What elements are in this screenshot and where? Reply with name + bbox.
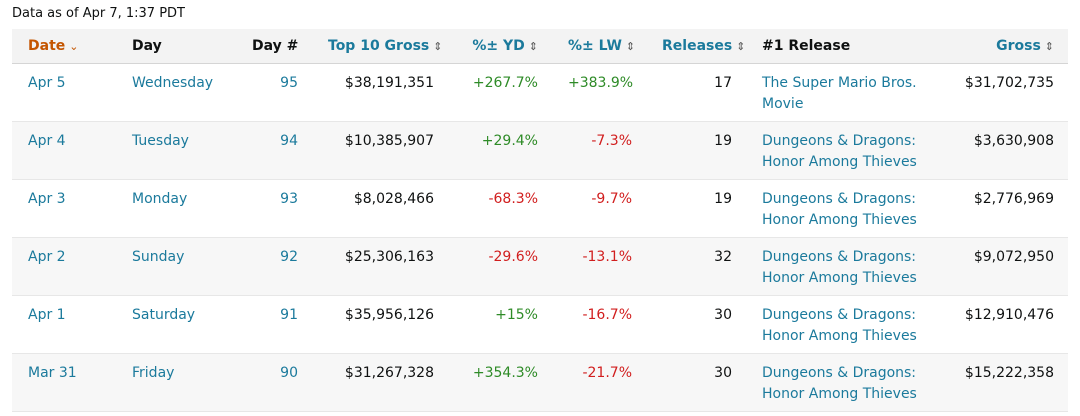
lw-change-cell: -16.7% (552, 295, 646, 354)
sort-arrows-icon: ⇕ (528, 39, 538, 53)
top10-gross-cell: $25,306,163 (312, 237, 448, 296)
day-number-link[interactable]: 90 (236, 353, 312, 412)
yd-change-cell: +354.3% (448, 353, 552, 412)
daily-box-office-table: Date ⌄ Day Day # Top 10 Gross ⇕ %± YD ⇕ %± … (12, 29, 1068, 412)
column-header-day: Day (116, 29, 236, 64)
column-header-top10-gross[interactable]: Top 10 Gross ⇕ (312, 29, 448, 64)
sort-arrows-icon: ⇕ (736, 39, 746, 53)
column-header-label: %± LW (568, 37, 622, 54)
day-number-link[interactable]: 95 (236, 63, 312, 122)
yd-change-cell: +29.4% (448, 121, 552, 180)
day-number-link[interactable]: 94 (236, 121, 312, 180)
gross-cell: $12,910,476 (946, 295, 1068, 354)
day-link[interactable]: Saturday (116, 295, 236, 354)
releases-cell: 19 (646, 179, 746, 238)
lw-change-cell: +383.9% (552, 63, 646, 122)
number-one-release-link[interactable]: The Super Mario Bros. Movie (746, 63, 946, 122)
number-one-release-link[interactable]: Dungeons & Dragons: Honor Among Thieves (746, 121, 946, 180)
gross-cell: $15,222,358 (946, 353, 1068, 412)
number-one-release-link[interactable]: Dungeons & Dragons: Honor Among Thieves (746, 237, 946, 296)
date-link[interactable]: Mar 31 (12, 353, 116, 412)
gross-cell: $9,072,950 (946, 237, 1068, 296)
date-link[interactable]: Apr 4 (12, 121, 116, 180)
yd-change-cell: -29.6% (448, 237, 552, 296)
column-header-label: %± YD (472, 37, 525, 54)
column-header-label: #1 Release (762, 37, 851, 54)
table-row: Apr 1 Saturday 91 $35,956,126 +15% -16.7… (12, 295, 1068, 354)
column-header-number-one-release: #1 Release (746, 29, 946, 64)
day-link[interactable]: Monday (116, 179, 236, 238)
column-header-day-number: Day # (236, 29, 312, 64)
column-header-gross[interactable]: Gross ⇕ (946, 29, 1068, 64)
day-link[interactable]: Friday (116, 353, 236, 412)
top10-gross-cell: $35,956,126 (312, 295, 448, 354)
sort-arrows-icon: ⇕ (433, 39, 443, 53)
releases-cell: 19 (646, 121, 746, 180)
day-link[interactable]: Wednesday (116, 63, 236, 122)
day-link[interactable]: Tuesday (116, 121, 236, 180)
column-header-label: Top 10 Gross (328, 37, 430, 54)
gross-cell: $2,776,969 (946, 179, 1068, 238)
sort-arrows-icon: ⇕ (1044, 39, 1054, 53)
lw-change-cell: -7.3% (552, 121, 646, 180)
column-header-label: Releases (662, 37, 733, 54)
data-timestamp: Data as of Apr 7, 1:37 PDT (12, 6, 185, 21)
top10-gross-cell: $31,267,328 (312, 353, 448, 412)
lw-change-cell: -21.7% (552, 353, 646, 412)
date-link[interactable]: Apr 2 (12, 237, 116, 296)
column-header-releases[interactable]: Releases ⇕ (646, 29, 746, 64)
releases-cell: 17 (646, 63, 746, 122)
table-row: Apr 3 Monday 93 $8,028,466 -68.3% -9.7% … (12, 179, 1068, 238)
table-row: Apr 4 Tuesday 94 $10,385,907 +29.4% -7.3… (12, 121, 1068, 180)
column-header-label: Day (132, 37, 162, 54)
yd-change-cell: +15% (448, 295, 552, 354)
lw-change-cell: -13.1% (552, 237, 646, 296)
releases-cell: 30 (646, 295, 746, 354)
date-link[interactable]: Apr 1 (12, 295, 116, 354)
column-header-lw-change[interactable]: %± LW ⇕ (552, 29, 646, 64)
top10-gross-cell: $10,385,907 (312, 121, 448, 180)
number-one-release-link[interactable]: Dungeons & Dragons: Honor Among Thieves (746, 179, 946, 238)
sort-arrows-icon: ⇕ (625, 39, 636, 53)
column-header-yd-change[interactable]: %± YD ⇕ (448, 29, 552, 64)
yd-change-cell: -68.3% (448, 179, 552, 238)
day-link[interactable]: Sunday (116, 237, 236, 296)
day-number-link[interactable]: 91 (236, 295, 312, 354)
top10-gross-cell: $8,028,466 (312, 179, 448, 238)
column-header-date[interactable]: Date ⌄ (12, 29, 116, 64)
column-header-label: Gross (996, 37, 1041, 54)
gross-cell: $31,702,735 (946, 63, 1068, 122)
table-row: Apr 2 Sunday 92 $25,306,163 -29.6% -13.1… (12, 237, 1068, 296)
lw-change-cell: -9.7% (552, 179, 646, 238)
top10-gross-cell: $38,191,351 (312, 63, 448, 122)
releases-cell: 30 (646, 353, 746, 412)
releases-cell: 32 (646, 237, 746, 296)
number-one-release-link[interactable]: Dungeons & Dragons: Honor Among Thieves (746, 295, 946, 354)
yd-change-cell: +267.7% (448, 63, 552, 122)
number-one-release-link[interactable]: Dungeons & Dragons: Honor Among Thieves (746, 353, 946, 412)
table-row: Apr 5 Wednesday 95 $38,191,351 +267.7% +… (12, 63, 1068, 122)
column-header-label: Date (28, 37, 66, 54)
gross-cell: $3,630,908 (946, 121, 1068, 180)
day-number-link[interactable]: 92 (236, 237, 312, 296)
chevron-down-icon: ⌄ (69, 39, 79, 53)
table-header-row: Date ⌄ Day Day # Top 10 Gross ⇕ %± YD ⇕ %± … (12, 29, 1068, 64)
day-number-link[interactable]: 93 (236, 179, 312, 238)
table-row: Mar 31 Friday 90 $31,267,328 +354.3% -21… (12, 353, 1068, 412)
date-link[interactable]: Apr 3 (12, 179, 116, 238)
column-header-label: Day # (252, 37, 299, 54)
date-link[interactable]: Apr 5 (12, 63, 116, 122)
